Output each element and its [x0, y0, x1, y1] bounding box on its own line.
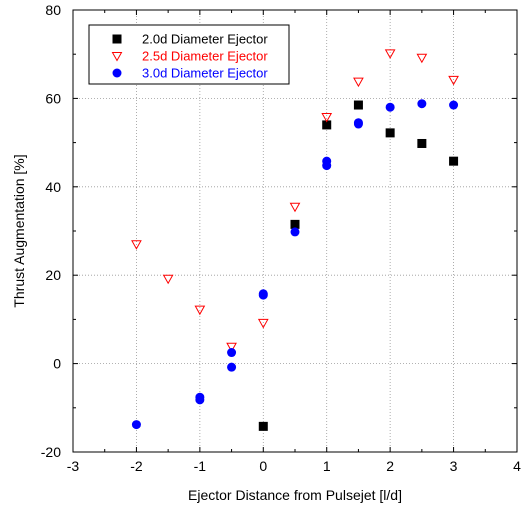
data-point: [416, 53, 428, 64]
data-points: [131, 49, 459, 431]
data-point: [385, 102, 395, 112]
x-tick-label: 2: [386, 458, 394, 474]
x-tick-label: 3: [450, 458, 458, 474]
legend-label: 3.0d Diameter Ejector: [142, 66, 268, 81]
series-3-points: [131, 99, 459, 430]
data-point: [227, 348, 237, 358]
y-tick-label: 60: [45, 90, 61, 106]
y-tick-label: 0: [53, 356, 61, 372]
x-tick-label: -2: [130, 458, 143, 474]
x-tick-label: 0: [259, 458, 267, 474]
series-1-points: [258, 100, 459, 431]
y-axis-label: Thrust Augmentation [%]: [11, 154, 27, 307]
data-point: [131, 240, 142, 250]
y-tick-label: 20: [45, 267, 61, 283]
x-tick-label: -1: [194, 458, 207, 474]
legend-marker: [111, 52, 123, 62]
x-tick-label: -3: [67, 458, 80, 474]
data-point: [258, 421, 268, 431]
grid-lines: [73, 10, 517, 452]
data-point: [321, 112, 333, 123]
data-point: [322, 161, 332, 171]
x-axis-label: Ejector Distance from Pulsejet [l/d]: [188, 487, 402, 503]
legend-marker: [112, 68, 122, 78]
y-tick-label: 80: [45, 2, 61, 18]
data-point: [449, 156, 459, 166]
data-point: [194, 305, 206, 316]
data-point: [226, 342, 237, 353]
data-point: [162, 274, 174, 285]
x-tick-label: 1: [323, 458, 331, 474]
data-point: [353, 100, 363, 110]
legend: 2.0d Diameter Ejector 2.5d Diameter Eject…: [88, 24, 290, 85]
legend-label: 2.0d Diameter Ejector: [142, 32, 268, 47]
data-point: [385, 128, 395, 138]
data-point: [384, 49, 396, 59]
data-point: [289, 202, 301, 213]
data-point: [353, 118, 363, 128]
legend-marker: [112, 34, 122, 44]
series-2-points: [131, 49, 459, 353]
data-point: [131, 420, 141, 430]
data-point: [227, 362, 237, 372]
data-point: [449, 100, 459, 110]
data-point: [257, 318, 269, 329]
data-point: [322, 120, 332, 130]
data-point: [258, 290, 268, 300]
data-point: [290, 227, 300, 237]
data-point: [195, 395, 205, 405]
y-tick-label: -20: [41, 444, 61, 460]
data-point: [353, 77, 364, 88]
tick-labels: -3 -2 -1 0 1 2 3 4 -20 0 20 40 60 80: [41, 2, 521, 474]
legend-box: [88, 24, 290, 85]
data-point: [290, 219, 300, 229]
y-tick-label: 40: [45, 179, 61, 195]
data-point: [417, 138, 427, 148]
axis-ticks: [72, 9, 518, 453]
x-tick-label: 4: [513, 458, 521, 474]
legend-label: 2.5d Diameter Ejector: [142, 49, 268, 64]
data-point: [448, 75, 459, 86]
data-point: [417, 99, 427, 109]
